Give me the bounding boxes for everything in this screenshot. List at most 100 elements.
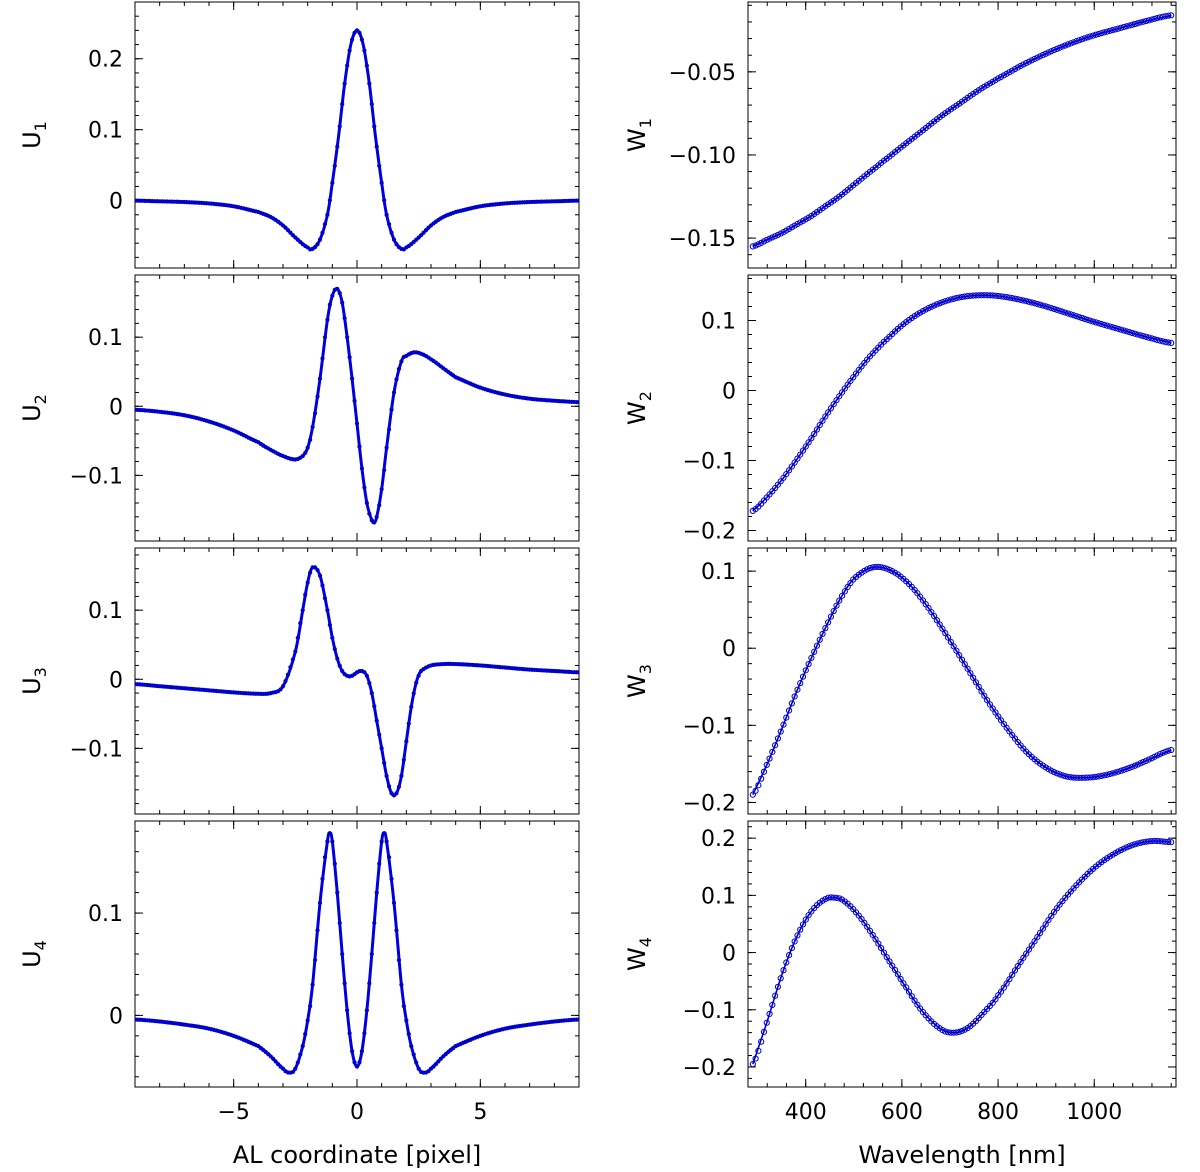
data-point xyxy=(1042,921,1049,928)
data-point xyxy=(752,242,759,249)
x-axis-label: Wavelength [nm] xyxy=(858,1141,1065,1169)
data-point xyxy=(406,1032,411,1037)
data-point xyxy=(780,967,787,974)
data-point xyxy=(1039,925,1046,932)
data-point xyxy=(1078,36,1086,43)
data-point xyxy=(1092,319,1099,326)
data-point xyxy=(1031,300,1038,307)
data-point xyxy=(290,1069,295,1075)
data-point xyxy=(374,144,379,149)
data-point xyxy=(769,748,776,756)
data-point xyxy=(1140,333,1147,340)
data-point xyxy=(794,455,801,462)
data-point xyxy=(838,592,846,599)
data-point xyxy=(1062,773,1069,780)
data-point xyxy=(315,567,320,573)
data-point xyxy=(827,405,835,412)
data-point xyxy=(755,1047,762,1054)
data-point xyxy=(347,355,352,360)
data-point xyxy=(1165,747,1172,754)
data-point xyxy=(367,81,372,86)
data-point xyxy=(880,949,888,956)
data-point xyxy=(1056,44,1063,51)
data-point xyxy=(1162,748,1169,755)
data-point xyxy=(1023,298,1030,305)
y-tick-label: 0 xyxy=(722,637,736,662)
data-point xyxy=(1101,321,1108,328)
data-point xyxy=(794,686,801,693)
data-point xyxy=(298,1052,303,1057)
data-point xyxy=(327,302,332,307)
data-point xyxy=(332,647,337,652)
data-point xyxy=(312,565,318,570)
data-point xyxy=(330,293,335,298)
data-point xyxy=(825,409,832,416)
data-point xyxy=(1148,335,1155,342)
data-point xyxy=(939,299,946,306)
data-point xyxy=(411,1052,416,1057)
data-point xyxy=(1045,304,1052,311)
data-point xyxy=(1067,40,1074,47)
data-point xyxy=(1115,325,1122,332)
data-point xyxy=(436,1059,441,1064)
data-point xyxy=(1037,929,1044,937)
y-tick-label: −0.2 xyxy=(683,1056,736,1081)
data-point xyxy=(1062,309,1069,316)
data-point xyxy=(1028,942,1035,949)
data-point xyxy=(374,718,379,723)
data-point xyxy=(1134,840,1141,847)
data-point xyxy=(349,37,355,42)
data-point xyxy=(300,1043,305,1049)
data-point xyxy=(1165,838,1172,846)
data-point xyxy=(317,573,323,578)
x-tick-label: 400 xyxy=(785,1100,827,1125)
panel-W4: −0.2 −0.1 0 0.1 0.2 400 600 800 1000 W4 Wavelength… xyxy=(623,820,1177,1169)
data-point xyxy=(320,356,325,361)
data-point xyxy=(362,485,367,490)
y-tick-label: −0.05 xyxy=(669,61,736,86)
data-point xyxy=(1115,25,1122,32)
data-point xyxy=(970,674,977,681)
data-point xyxy=(411,691,416,696)
data-point xyxy=(389,230,394,235)
data-point xyxy=(989,705,996,712)
data-point xyxy=(783,959,790,966)
data-point xyxy=(404,739,409,744)
data-point xyxy=(288,665,293,670)
x-tick-label: 5 xyxy=(473,1100,487,1125)
data-point xyxy=(327,831,332,836)
data-point xyxy=(1059,43,1066,50)
data-point xyxy=(293,649,298,654)
data-point xyxy=(777,975,784,982)
panel-U4: 0 0.1 −5 0 5 U4 AL coordinate [pixel] xyxy=(18,820,580,1169)
y-tick-label: −0.1 xyxy=(683,999,736,1024)
data-point xyxy=(379,839,384,844)
data-point xyxy=(354,1064,360,1069)
data-point xyxy=(372,124,377,129)
data-point xyxy=(794,932,801,939)
series-line xyxy=(135,287,579,525)
data-point xyxy=(1120,327,1127,334)
data-point xyxy=(1059,308,1066,315)
data-point xyxy=(1129,329,1136,337)
data-point xyxy=(1117,767,1125,774)
data-point xyxy=(382,760,387,765)
y-tick-label: 0.1 xyxy=(88,119,123,144)
data-point xyxy=(406,721,411,726)
data-point xyxy=(391,237,397,242)
data-point xyxy=(1156,14,1164,21)
data-point xyxy=(300,453,305,459)
data-point xyxy=(788,944,795,952)
data-point xyxy=(942,298,949,305)
data-point xyxy=(808,654,815,661)
data-point xyxy=(1095,30,1102,38)
data-point xyxy=(1109,770,1116,777)
y-axis-label: U3 xyxy=(18,667,50,695)
data-point xyxy=(1056,771,1063,778)
data-point xyxy=(1006,976,1013,983)
data-point xyxy=(330,180,335,185)
data-point xyxy=(1031,938,1038,945)
data-point xyxy=(1142,333,1150,340)
data-point xyxy=(961,661,968,668)
data-point xyxy=(763,1019,770,1026)
